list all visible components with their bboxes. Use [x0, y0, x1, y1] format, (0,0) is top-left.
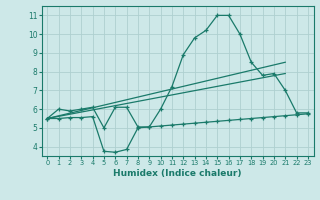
X-axis label: Humidex (Indice chaleur): Humidex (Indice chaleur) — [113, 169, 242, 178]
